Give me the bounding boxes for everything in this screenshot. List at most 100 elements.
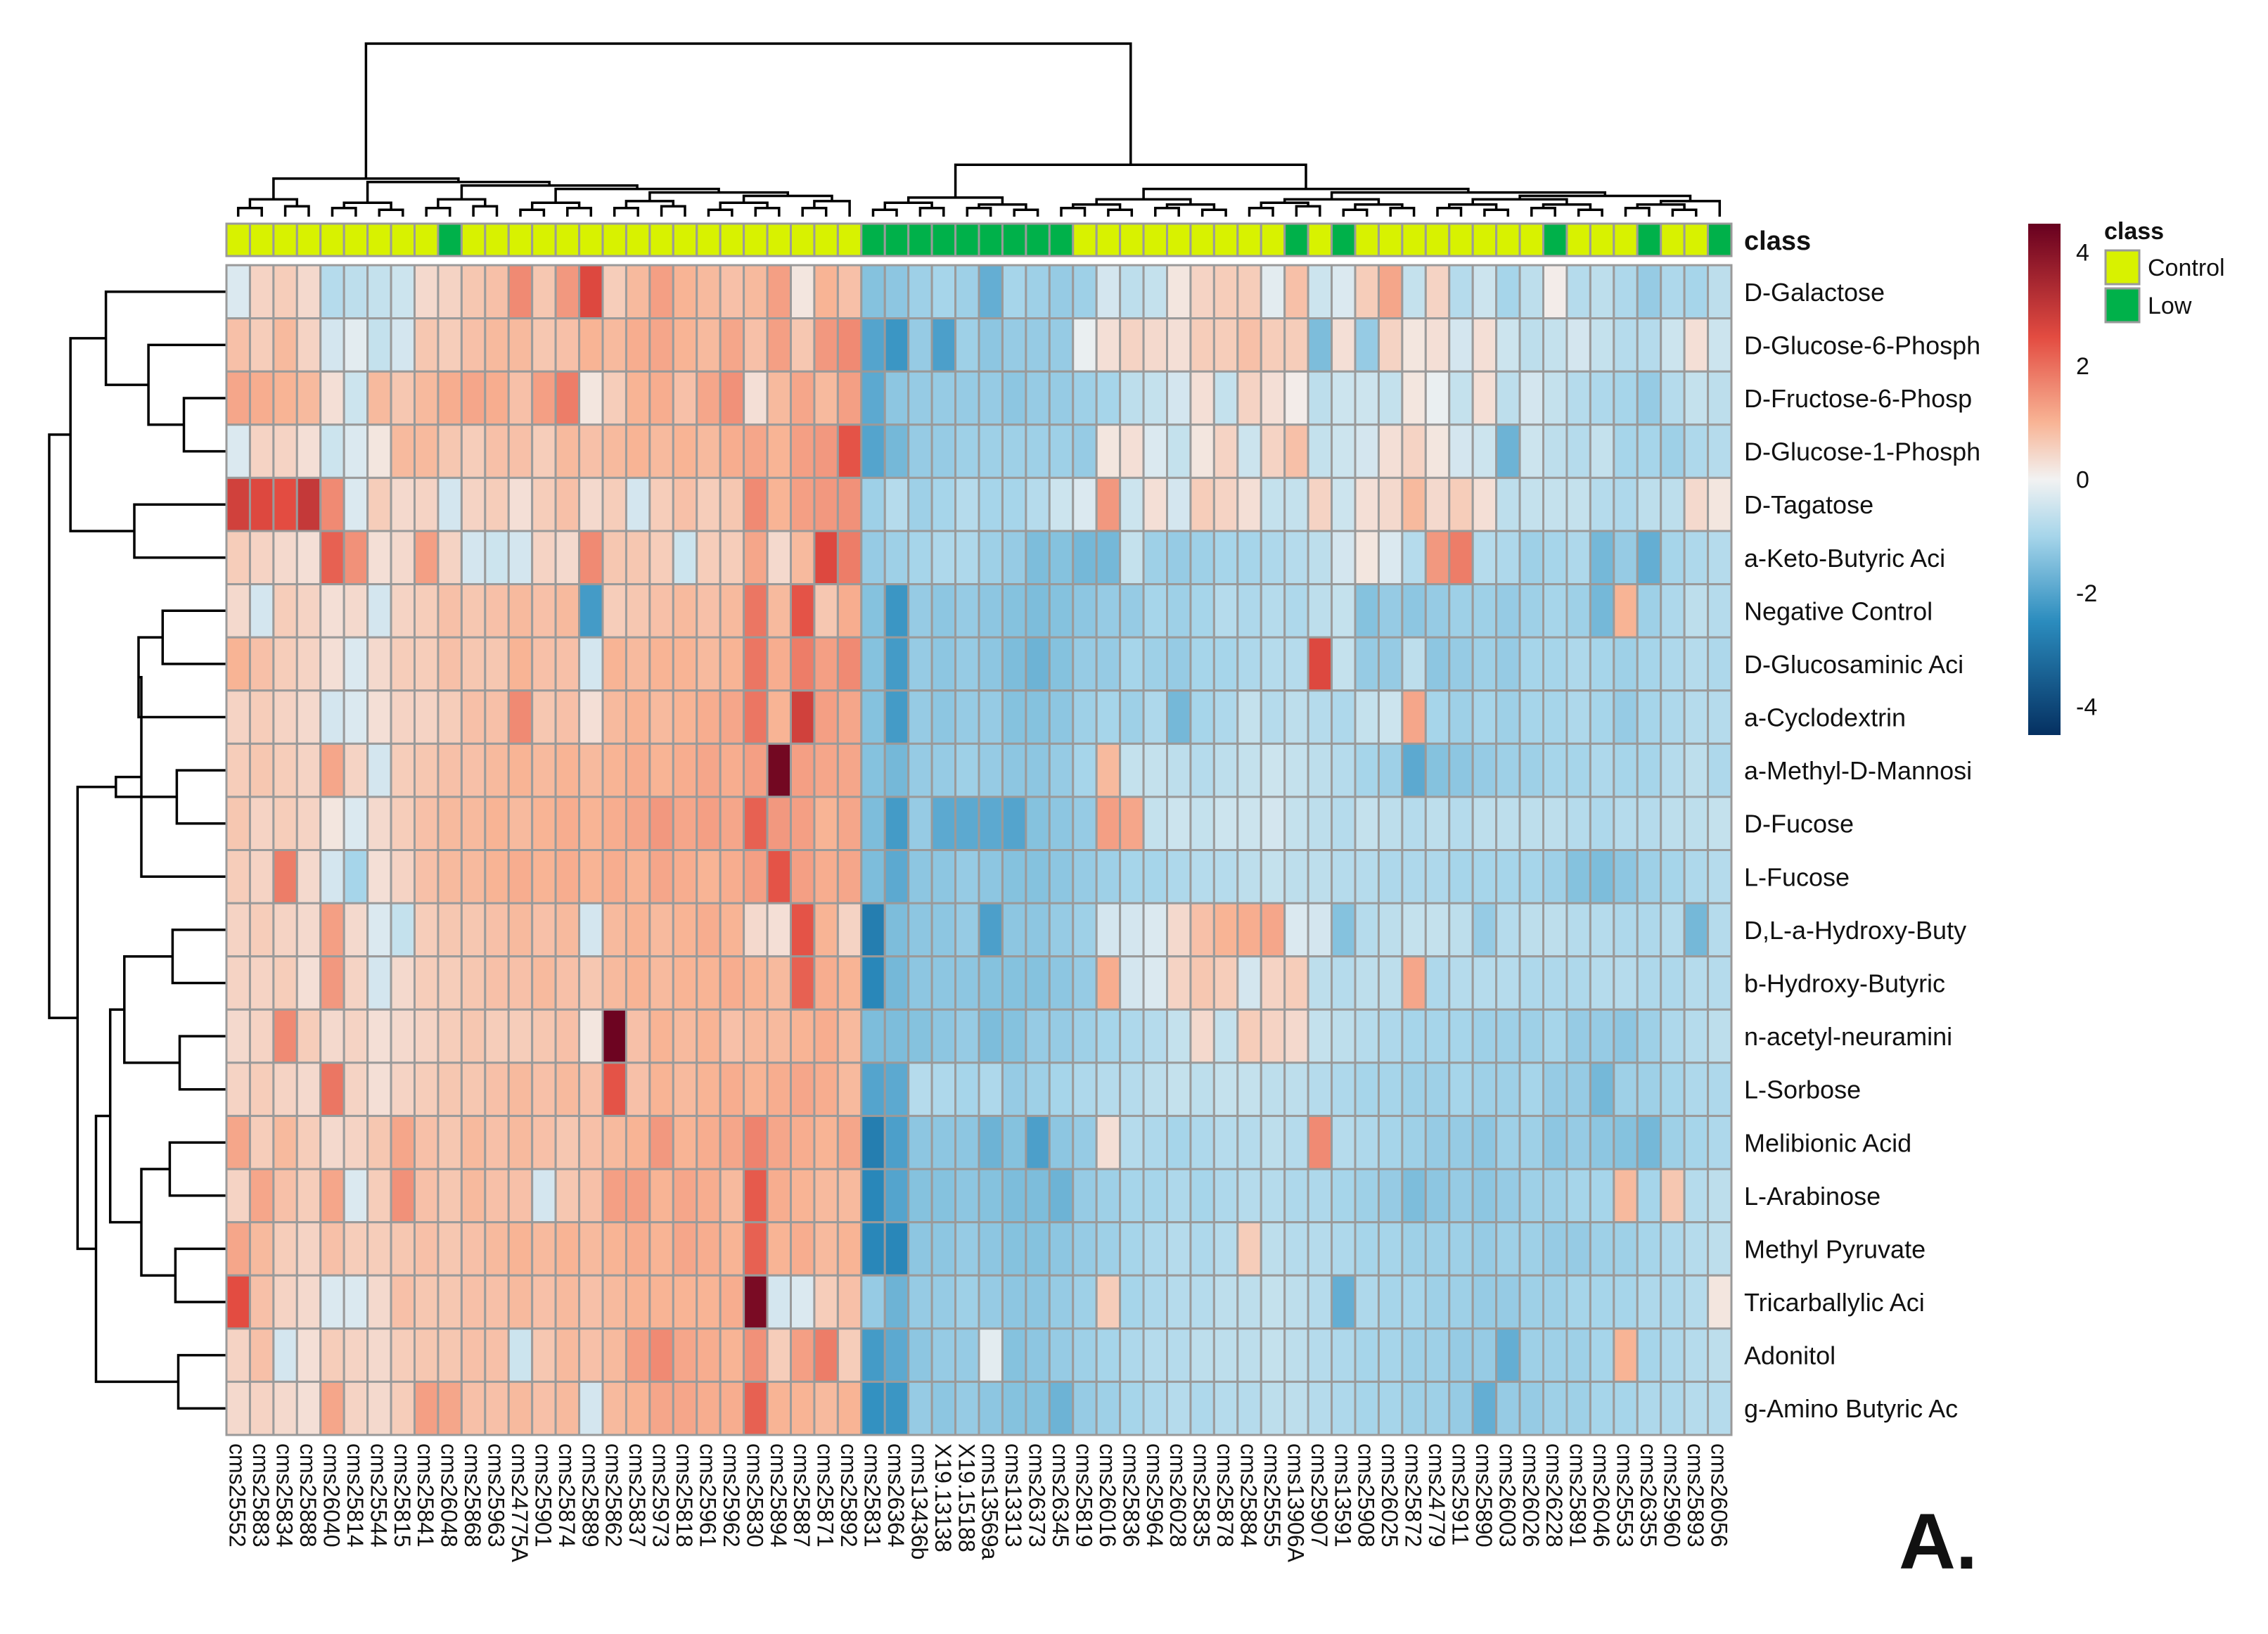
heatmap-cell [1354,423,1380,479]
heatmap-cell [272,1168,298,1224]
heatmap-cell [1448,317,1474,373]
heatmap-cell [930,1114,957,1170]
heatmap-cell [390,583,416,639]
heatmap-cell [719,689,745,745]
heatmap-cell [907,796,933,852]
heatmap-cell [1119,689,1145,745]
row-label: D-Galactose [1744,278,1885,307]
heatmap-cell [295,423,322,479]
heatmap-cell [1072,476,1098,532]
heatmap-cell [1660,742,1686,798]
heatmap-cell [437,1380,463,1436]
heatmap-cell [766,1221,793,1277]
colorbar-tick-label: 2 [2076,353,2089,380]
heatmap-cell [578,1274,604,1330]
heatmap-cell [1636,317,1662,373]
heatmap-cell [272,583,298,639]
heatmap-cell [1119,1221,1145,1277]
heatmap-cell [907,530,933,586]
heatmap-cell [225,1221,251,1277]
heatmap-cell [1025,476,1051,532]
heatmap-cell [743,476,769,532]
heatmap-cell [601,742,627,798]
heatmap-cell [1025,1380,1051,1436]
heatmap-cell [1236,1274,1262,1330]
heatmap-cell [366,902,392,958]
heatmap-cell [1448,955,1474,1011]
heatmap-cell [1707,530,1733,586]
heatmap-cell [554,849,581,905]
heatmap-cell [319,370,345,426]
heatmap-cell [624,689,651,745]
heatmap-cell [930,849,957,905]
heatmap-cell [883,1274,910,1330]
heatmap-cell [1377,849,1404,905]
heatmap-cell [1025,636,1051,692]
heatmap-cell [1236,370,1262,426]
row-label: D-Glucosaminic Aci [1744,650,1963,679]
heatmap-cell [437,1274,463,1330]
heatmap-cell [766,689,793,745]
heatmap-cell [578,1061,604,1117]
heatmap-cell [342,1380,369,1436]
heatmap-cell [1283,1061,1309,1117]
heatmap-cell [225,742,251,798]
heatmap-cell [978,1008,1004,1064]
heatmap-cell [1189,742,1215,798]
heatmap-cell [1001,264,1027,320]
heatmap-cell [1401,902,1427,958]
heatmap-cell [1377,1168,1404,1224]
heatmap-cell [1424,1061,1451,1117]
heatmap-cell [342,849,369,905]
heatmap-cell [1471,530,1498,586]
heatmap-cell [1636,1327,1662,1383]
heatmap-cell [1401,796,1427,852]
heatmap-cell [1565,796,1591,852]
heatmap-cell [225,317,251,373]
row-dendrogram-branch [108,1008,141,1224]
heatmap-cell [1260,317,1286,373]
column-label: cms26056 [1706,1443,1731,1547]
heatmap-cell [390,849,416,905]
heatmap-cell [1212,264,1239,320]
column-label: cms26048 [437,1443,462,1547]
heatmap-cell [1119,1061,1145,1117]
heatmap-cell [507,317,534,373]
heatmap-cell [578,476,604,532]
heatmap-cell [1542,476,1568,532]
heatmap-cell [1072,1114,1098,1170]
heatmap-cell [1142,264,1169,320]
heatmap-cell [1025,264,1051,320]
heatmap-cell [414,530,440,586]
heatmap-cell [648,264,674,320]
row-label: Methyl Pyruvate [1744,1234,1926,1263]
heatmap-cell [1471,1008,1498,1064]
heatmap-cell [719,476,745,532]
heatmap-cell [1565,317,1591,373]
heatmap-cell [1424,370,1451,426]
heatmap-cell [601,1168,627,1224]
heatmap-cell [484,849,510,905]
heatmap-cell [225,1168,251,1224]
heatmap-cell [907,1008,933,1064]
heatmap-cell [1424,423,1451,479]
heatmap-cell [860,317,886,373]
heatmap-cell [930,1274,957,1330]
heatmap-cell [1707,742,1733,798]
class-annotation-cell [1518,222,1545,257]
column-dendrogram-branch [613,206,639,217]
heatmap-cell [1448,530,1474,586]
heatmap-cell [531,1008,557,1064]
heatmap-cell [1377,689,1404,745]
heatmap-cell [1260,849,1286,905]
heatmap-cell [648,1274,674,1330]
heatmap-cell [578,1221,604,1277]
heatmap-cell [484,902,510,958]
heatmap-cell [1518,902,1545,958]
heatmap-cell [1589,902,1615,958]
heatmap-cell [1448,1221,1474,1277]
heatmap-cell [531,636,557,692]
heatmap-cell [578,1380,604,1436]
heatmap-cell [1072,1327,1098,1383]
